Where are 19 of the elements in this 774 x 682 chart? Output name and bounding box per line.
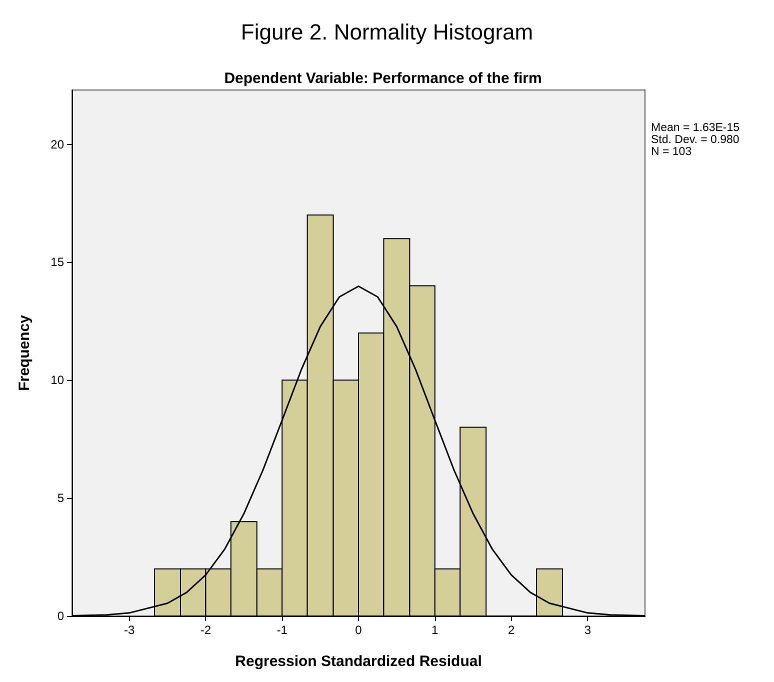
text: N = 103 bbox=[651, 146, 692, 158]
x-tick-label: -1 bbox=[276, 623, 288, 637]
x-tick-label: 0 bbox=[355, 623, 362, 637]
x-tick-label: 2 bbox=[508, 623, 515, 637]
chart-title: Figure 2. Normality Histogram bbox=[240, 20, 534, 44]
x-tick-label: 3 bbox=[584, 623, 592, 637]
x-tick-label: 1 bbox=[432, 623, 439, 637]
text: Mean = 1.63E-15 bbox=[651, 122, 740, 134]
x-tick-label: -2 bbox=[200, 623, 212, 637]
y-tick-label: 10 bbox=[50, 373, 64, 388]
y-tick-label: 0 bbox=[57, 609, 64, 623]
x-axis-title: Regression Standardized Residual bbox=[235, 653, 482, 670]
y-tick-label: 20 bbox=[50, 137, 64, 152]
y-axis-title: Frequency bbox=[16, 314, 33, 391]
y-tick-label: 15 bbox=[50, 255, 64, 270]
chart-subtitle: Dependent Variable: Performance of the firm bbox=[224, 70, 542, 87]
x-tick-label: -3 bbox=[124, 623, 135, 637]
y-tick-label: 5 bbox=[57, 491, 64, 506]
text: Std. Dev. = 0.980 bbox=[651, 134, 740, 146]
